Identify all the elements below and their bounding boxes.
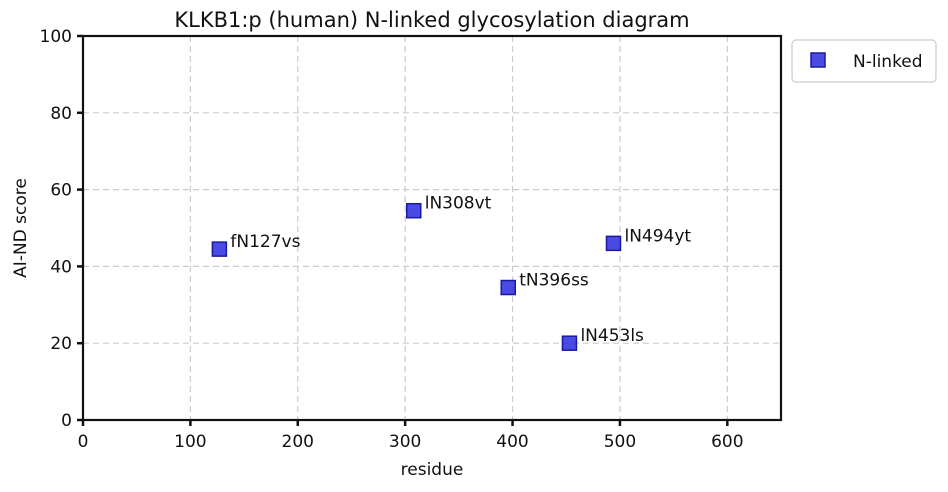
point-label: lN494yt	[624, 226, 691, 246]
plot-frame	[81, 34, 783, 422]
data-point	[405, 202, 422, 219]
point-label: tN396ss	[519, 271, 589, 291]
point-label: fN127vs	[230, 232, 300, 252]
x-tick-label: 600	[711, 432, 743, 452]
x-tick-label: 100	[174, 432, 206, 452]
y-tick-label: 20	[50, 334, 72, 354]
x-tick-label: 300	[389, 432, 421, 452]
x-tick-label: 200	[282, 432, 314, 452]
y-tick-label: 100	[40, 27, 72, 47]
x-axis-label: residue	[401, 460, 464, 480]
legend-label: N-linked	[853, 52, 923, 72]
x-tick-label: 500	[604, 432, 636, 452]
chart-title: KLKB1:p (human) N-linked glycosylation d…	[174, 8, 689, 32]
legend-box	[791, 39, 937, 83]
x-tick-label: 400	[496, 432, 528, 452]
x-tick-label: 0	[78, 432, 89, 452]
data-point	[500, 279, 516, 296]
y-tick-label: 80	[50, 104, 72, 124]
y-tick-label: 0	[61, 411, 72, 431]
data-point	[605, 235, 622, 252]
axis-ticks: 0 100 200 300 400 500 600 0 20 40 60 80 100	[40, 27, 744, 452]
y-axis-label: AI-ND score	[11, 178, 31, 278]
legend: N-linked	[791, 39, 937, 83]
point-label: lN453ls	[580, 326, 644, 346]
data-points: fN127vs lN308vt tN396ss lN453ls lN494yt	[211, 194, 691, 351]
legend-marker	[810, 52, 826, 68]
point-label: lN308vt	[425, 194, 492, 214]
grid	[83, 36, 781, 420]
data-point	[211, 241, 228, 257]
y-tick-label: 40	[50, 257, 72, 277]
y-tick-label: 60	[50, 181, 72, 201]
data-point	[561, 335, 578, 351]
